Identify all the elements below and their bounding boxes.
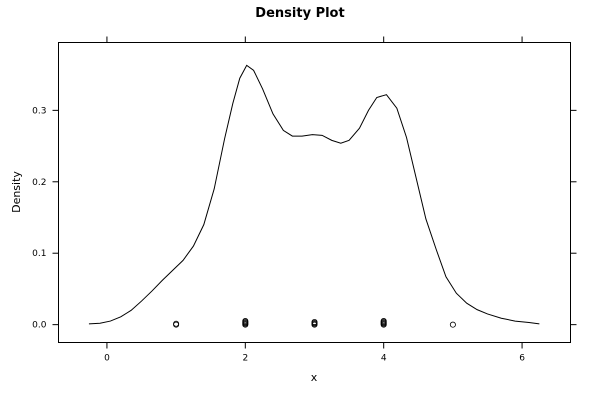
data-point bbox=[380, 318, 387, 325]
data-point bbox=[449, 321, 456, 328]
axis-tick-labels: 0 2 4 6 0.0 0.1 0.2 0.3 bbox=[32, 106, 525, 363]
data-point bbox=[242, 318, 249, 325]
chart-title: Density Plot bbox=[255, 6, 344, 21]
axis-ticks bbox=[52, 36, 577, 349]
x-tick-label: 4 bbox=[381, 354, 387, 364]
y-tick-label: 0.0 bbox=[32, 321, 47, 331]
y-axis-label: Density bbox=[10, 171, 23, 213]
density-curve bbox=[88, 64, 540, 325]
x-tick-label: 2 bbox=[242, 354, 248, 364]
data-points bbox=[173, 318, 456, 328]
y-tick-label: 0.2 bbox=[32, 178, 46, 188]
x-tick-label: 0 bbox=[104, 354, 110, 364]
data-point bbox=[311, 318, 318, 325]
x-tick-label: 6 bbox=[519, 354, 525, 364]
y-tick-label: 0.3 bbox=[32, 106, 46, 116]
plot-frame bbox=[58, 42, 571, 343]
data-point bbox=[173, 320, 180, 327]
y-tick-label: 0.1 bbox=[32, 249, 46, 259]
x-axis-label: x bbox=[311, 371, 318, 384]
